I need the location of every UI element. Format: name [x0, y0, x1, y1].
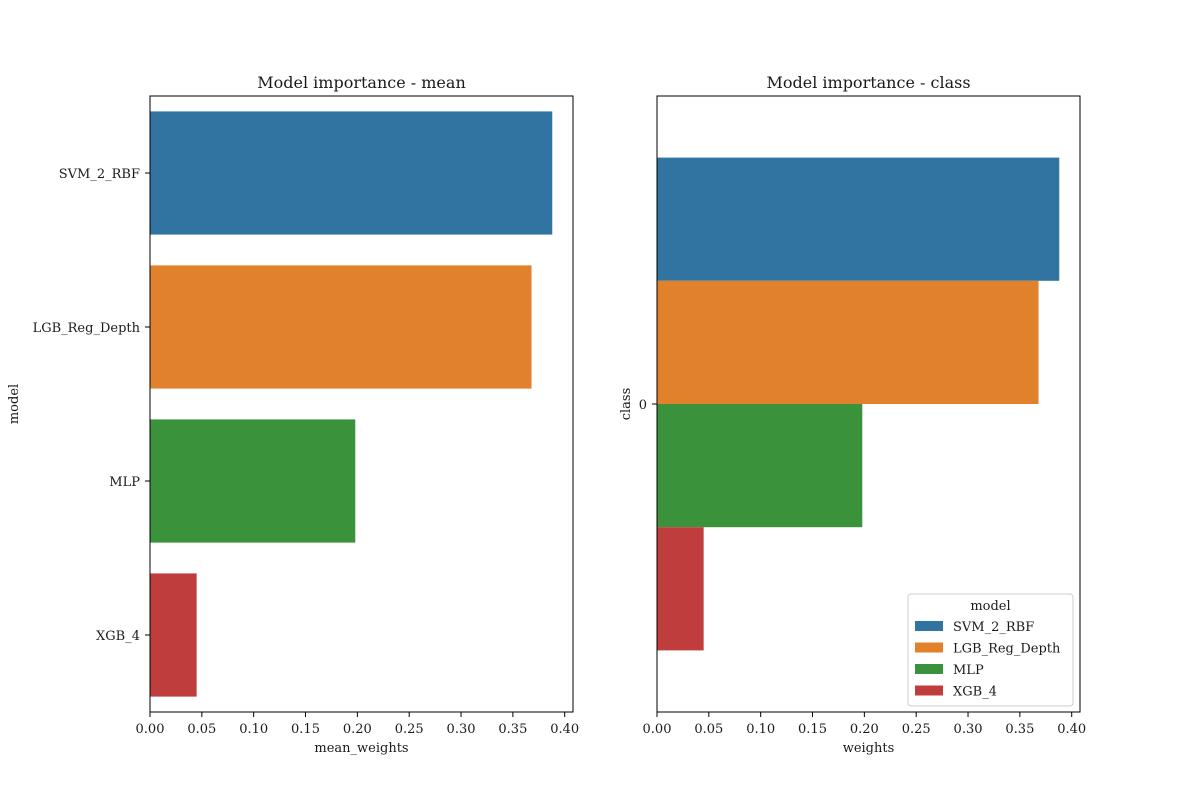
- bar-xgb-4: [150, 573, 197, 697]
- legend-label: LGB_Reg_Depth: [953, 642, 1061, 657]
- legend-swatch: [915, 621, 943, 631]
- x-tick-label: 0.25: [395, 722, 424, 737]
- x-tick-label: 0.00: [643, 722, 672, 737]
- y-tick-label: SVM_2_RBF: [59, 167, 140, 182]
- x-tick-label: 0.35: [1005, 722, 1034, 737]
- legend-swatch: [915, 664, 943, 674]
- bar-mlp: [657, 404, 863, 528]
- y-tick-label: XGB_4: [96, 629, 140, 644]
- bar-lgb-reg-depth: [150, 265, 532, 389]
- x-tick-label: 0.00: [136, 722, 165, 737]
- legend-title: model: [970, 599, 1010, 614]
- x-tick-label: 0.40: [1057, 722, 1086, 737]
- bar-svm-2-rbf: [657, 157, 1060, 281]
- legend-label: XGB_4: [953, 685, 997, 700]
- chart-class: 0.00 0.05 0.10 0.15 0.20 0.25 0.30 0.35 0.40 weig…: [619, 73, 1086, 756]
- x-tick-label: 0.20: [343, 722, 372, 737]
- legend-swatch: [915, 642, 943, 653]
- bar-svm-2-rbf: [150, 111, 553, 235]
- legend-label: SVM_2_RBF: [953, 620, 1034, 635]
- chart-title: Model importance - class: [766, 73, 970, 92]
- x-tick-label: 0.10: [239, 722, 268, 737]
- x-tick-label: 0.20: [850, 722, 879, 737]
- chart-title: Model importance - mean: [257, 73, 466, 92]
- x-tick-label: 0.30: [447, 722, 476, 737]
- bar-mlp: [150, 419, 356, 543]
- axes-frame: [656, 95, 1081, 713]
- x-tick-label: 0.35: [498, 722, 527, 737]
- y-tick-label: MLP: [109, 475, 140, 490]
- y-tick-label: 0: [639, 398, 647, 413]
- x-tick-label: 0.15: [291, 722, 320, 737]
- y-axis-label: model: [7, 384, 22, 424]
- y-tick-label: LGB_Reg_Depth: [33, 321, 141, 336]
- x-tick-label: 0.30: [954, 722, 983, 737]
- legend-box: [907, 593, 1074, 707]
- x-tick-label: 0.40: [550, 722, 579, 737]
- x-axis-label: weights: [843, 741, 895, 756]
- legend-label: MLP: [953, 663, 984, 678]
- chart-mean: 0.00 0.05 0.10 0.15 0.20 0.25 0.30 0.35 0.40 mean…: [7, 73, 579, 756]
- x-tick-label: 0.05: [187, 722, 216, 737]
- legend: model SVM_2_RBF LGB_Reg_Depth MLP XGB_4: [907, 593, 1074, 707]
- legend-swatch: [915, 685, 943, 696]
- x-tick-label: 0.25: [902, 722, 931, 737]
- x-tick-label: 0.05: [694, 722, 723, 737]
- bar-lgb-reg-depth: [657, 280, 1039, 404]
- x-tick-label: 0.10: [746, 722, 775, 737]
- y-axis-label: class: [619, 388, 634, 421]
- axes-frame: [149, 95, 574, 713]
- bar-xgb-4: [657, 527, 704, 651]
- x-axis-label: mean_weights: [314, 741, 408, 756]
- x-tick-label: 0.15: [798, 722, 827, 737]
